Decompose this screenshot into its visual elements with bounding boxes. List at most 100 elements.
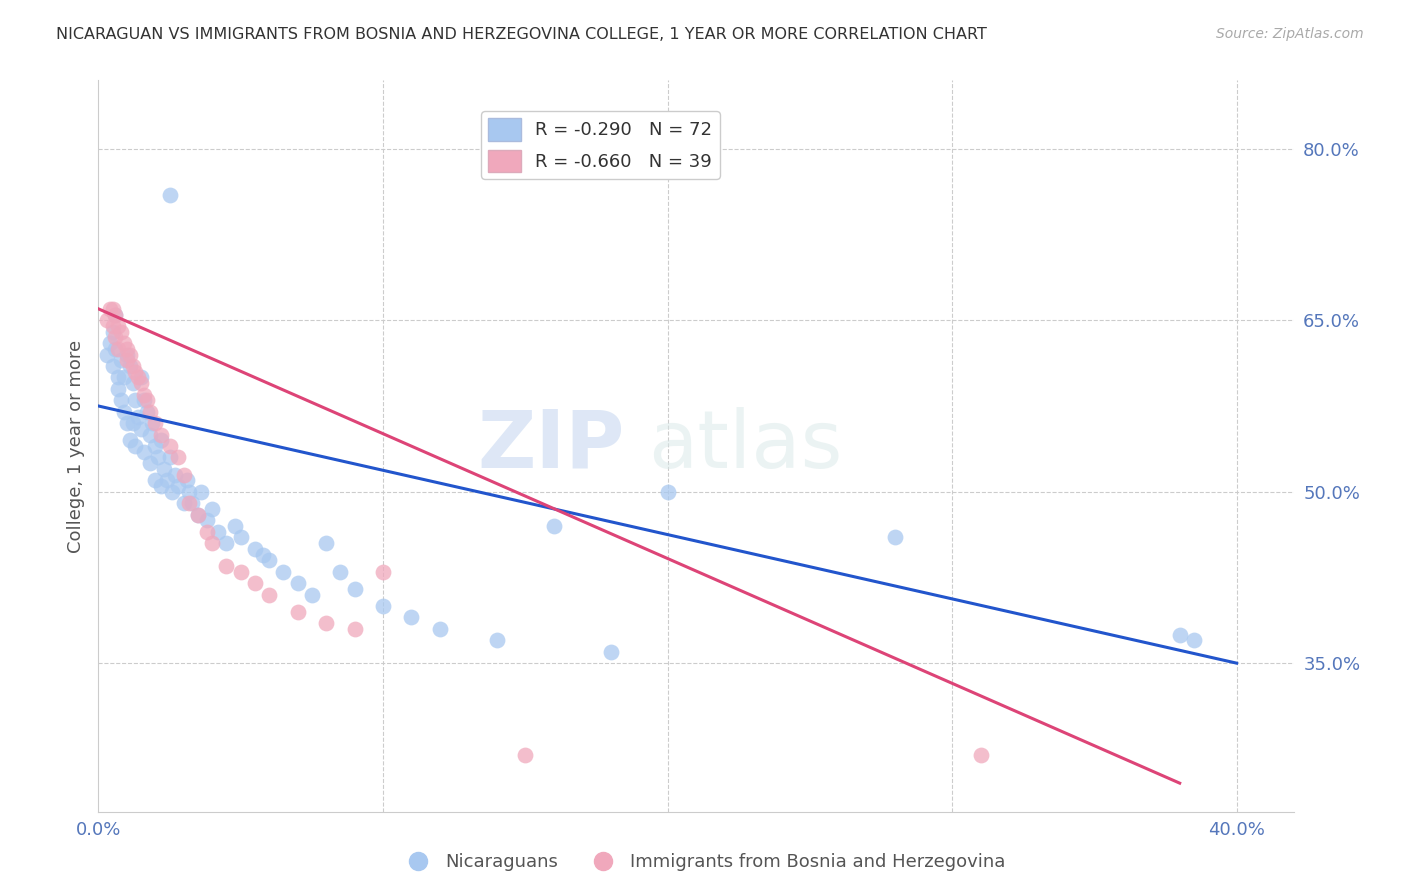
Text: NICARAGUAN VS IMMIGRANTS FROM BOSNIA AND HERZEGOVINA COLLEGE, 1 YEAR OR MORE COR: NICARAGUAN VS IMMIGRANTS FROM BOSNIA AND… [56, 27, 987, 42]
Point [115, 353, 138, 368]
Point [207, 524, 229, 539]
Point [98, 336, 121, 351]
Point [129, 422, 152, 436]
Point [101, 318, 124, 333]
Point [143, 473, 166, 487]
Point [195, 513, 218, 527]
Point [138, 456, 160, 470]
Point [215, 559, 238, 574]
Point [179, 484, 201, 499]
Point [138, 427, 160, 442]
Point [101, 325, 124, 339]
Point [159, 450, 181, 465]
Point [124, 365, 146, 379]
Point [101, 301, 124, 316]
Point [107, 342, 129, 356]
Point [229, 530, 252, 544]
Point [148, 450, 170, 465]
Point [599, 645, 621, 659]
Point [107, 382, 129, 396]
Point [429, 622, 451, 636]
Point [287, 576, 309, 591]
Point [141, 416, 163, 430]
Point [127, 370, 149, 384]
Point [485, 633, 508, 648]
Point [112, 370, 135, 384]
Point [1182, 633, 1205, 648]
Point [107, 318, 129, 333]
Point [96, 313, 118, 327]
Point [118, 434, 141, 448]
Point [110, 325, 132, 339]
Point [135, 393, 157, 408]
Point [150, 427, 173, 442]
Point [343, 622, 366, 636]
Point [1168, 627, 1191, 641]
Point [121, 359, 143, 373]
Point [156, 473, 179, 487]
Point [129, 370, 152, 384]
Point [187, 508, 209, 522]
Point [138, 405, 160, 419]
Point [104, 342, 127, 356]
Point [121, 376, 143, 391]
Point [124, 393, 146, 408]
Point [104, 330, 127, 344]
Legend: Nicaraguans, Immigrants from Bosnia and Herzegovina: Nicaraguans, Immigrants from Bosnia and … [392, 847, 1014, 879]
Point [201, 536, 224, 550]
Point [112, 405, 135, 419]
Point [884, 530, 907, 544]
Point [257, 588, 280, 602]
Point [190, 484, 212, 499]
Point [229, 565, 252, 579]
Point [371, 599, 394, 613]
Point [301, 588, 323, 602]
Point [150, 479, 173, 493]
Point [115, 342, 138, 356]
Point [118, 348, 141, 362]
Point [115, 348, 138, 362]
Point [115, 416, 138, 430]
Point [543, 519, 565, 533]
Legend: R = -0.290   N = 72, R = -0.660   N = 39: R = -0.290 N = 72, R = -0.660 N = 39 [481, 112, 720, 178]
Point [96, 348, 118, 362]
Point [150, 434, 173, 448]
Point [124, 439, 146, 453]
Point [215, 536, 238, 550]
Point [187, 508, 209, 522]
Point [657, 484, 679, 499]
Point [179, 496, 201, 510]
Point [195, 524, 218, 539]
Point [329, 565, 352, 579]
Point [243, 541, 266, 556]
Point [153, 462, 176, 476]
Point [110, 353, 132, 368]
Point [143, 439, 166, 453]
Point [224, 519, 246, 533]
Point [101, 359, 124, 373]
Point [167, 450, 190, 465]
Point [173, 496, 195, 510]
Text: ZIP: ZIP [477, 407, 624, 485]
Point [104, 308, 127, 322]
Point [107, 370, 129, 384]
Point [121, 416, 143, 430]
Point [201, 501, 224, 516]
Point [252, 548, 274, 562]
Point [112, 336, 135, 351]
Point [167, 479, 190, 493]
Point [127, 410, 149, 425]
Point [181, 496, 204, 510]
Point [257, 553, 280, 567]
Point [165, 467, 187, 482]
Point [173, 467, 195, 482]
Point [135, 405, 157, 419]
Point [315, 616, 337, 631]
Point [273, 565, 295, 579]
Point [515, 747, 537, 762]
Point [132, 444, 155, 458]
Text: Source: ZipAtlas.com: Source: ZipAtlas.com [1216, 27, 1364, 41]
Point [132, 393, 155, 408]
Point [315, 536, 337, 550]
Point [129, 376, 152, 391]
